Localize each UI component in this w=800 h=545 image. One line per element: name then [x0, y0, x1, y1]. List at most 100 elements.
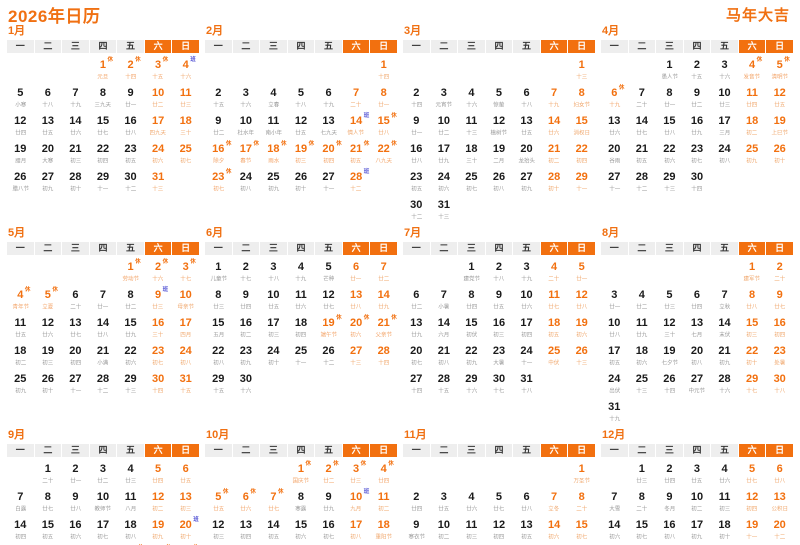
day-cell[interactable]: 5 廿四: [144, 458, 172, 487]
day-cell[interactable]: 10 初二: [430, 514, 458, 542]
day-cell[interactable]: 14 廿九: [370, 284, 398, 312]
day-cell[interactable]: 7 白露: [7, 486, 35, 514]
day-cell[interactable]: 30 十六: [232, 368, 260, 396]
day-cell[interactable]: 13 七九天: [315, 110, 343, 138]
day-cell[interactable]: 4 十九: [287, 256, 315, 285]
day-cell[interactable]: 20 初七: [403, 340, 431, 368]
day-cell[interactable]: 22 初四: [89, 138, 117, 166]
day-cell[interactable]: 2 十八: [485, 256, 513, 285]
day-cell[interactable]: 5 廿一: [568, 256, 596, 285]
day-cell[interactable]: 24 初十: [260, 340, 288, 368]
day-cell[interactable]: 13 廿五: [34, 110, 62, 138]
day-cell[interactable]: 5 休清明节: [766, 54, 794, 83]
day-cell[interactable]: 14 廿六: [62, 110, 90, 138]
day-cell[interactable]: 25 十三: [628, 368, 656, 396]
day-cell[interactable]: 12 廿七: [315, 284, 343, 312]
day-cell[interactable]: 14 班情人节: [342, 110, 370, 138]
day-cell[interactable]: 16 休除夕: [205, 138, 233, 166]
day-cell[interactable]: 3 廿二: [89, 458, 117, 487]
day-cell[interactable]: 11 十三: [458, 110, 486, 138]
day-cell[interactable]: 2 廿四: [656, 458, 684, 487]
day-cell[interactable]: 22 初八: [205, 340, 233, 368]
day-cell[interactable]: 3 十六: [232, 82, 260, 110]
day-cell[interactable]: 4 休发音节: [738, 54, 766, 83]
day-cell[interactable]: 13 廿九: [403, 312, 431, 340]
day-cell[interactable]: 20 初八: [683, 340, 711, 368]
day-cell[interactable]: 8 三九天: [89, 82, 117, 110]
day-cell[interactable]: 19 初三: [34, 340, 62, 368]
day-cell[interactable]: 25 十一: [287, 340, 315, 368]
day-cell[interactable]: 12 廿五: [287, 110, 315, 138]
day-cell[interactable]: 7 大雪: [601, 486, 629, 514]
day-cell[interactable]: 1 十三: [568, 54, 596, 83]
day-cell[interactable]: 11 廿四: [738, 82, 766, 110]
day-cell[interactable]: 26 十二: [315, 340, 343, 368]
day-cell[interactable]: 27 初九: [34, 166, 62, 194]
day-cell[interactable]: 9 冬月: [656, 486, 684, 514]
day-cell[interactable]: 1 建军节: [738, 256, 766, 285]
day-cell[interactable]: 26 初八: [485, 166, 513, 194]
day-cell[interactable]: 7 休廿七: [260, 486, 288, 514]
day-cell[interactable]: 10 廿二: [430, 110, 458, 138]
day-cell[interactable]: 19 初六: [568, 312, 596, 340]
day-cell[interactable]: 27 十一: [315, 166, 343, 194]
day-cell[interactable]: 18 三十: [172, 110, 200, 138]
day-cell[interactable]: 28 十二: [89, 368, 117, 396]
day-cell[interactable]: 14 廿七: [628, 110, 656, 138]
day-cell[interactable]: 9 廿四: [232, 284, 260, 312]
day-cell[interactable]: 22 初六: [117, 340, 145, 368]
day-cell[interactable]: 9 廿二: [205, 110, 233, 138]
day-cell[interactable]: 1 休元旦: [89, 54, 117, 83]
day-cell[interactable]: 16 初四: [766, 312, 794, 340]
day-cell[interactable]: 11 廿九: [628, 312, 656, 340]
day-cell[interactable]: 22 初四: [568, 138, 596, 166]
day-cell[interactable]: 24 出伏: [601, 368, 629, 396]
day-cell[interactable]: 31 十三: [144, 166, 172, 194]
day-cell[interactable]: 8 廿一: [656, 82, 684, 110]
day-cell[interactable]: 4 班十六: [172, 54, 200, 83]
day-cell[interactable]: 21 休父亲节: [370, 312, 398, 340]
day-cell[interactable]: 27 中元节: [683, 368, 711, 396]
day-cell[interactable]: 27 十四: [403, 368, 431, 396]
day-cell[interactable]: 19 二月: [485, 138, 513, 166]
day-cell[interactable]: 10 廿二: [144, 82, 172, 110]
day-cell[interactable]: 27 十一: [62, 368, 90, 396]
day-cell[interactable]: 21 初三: [62, 138, 90, 166]
day-cell[interactable]: 3 元宵节: [430, 82, 458, 110]
day-cell[interactable]: 20 龙抬头: [513, 138, 541, 166]
day-cell[interactable]: 9 廿二: [683, 82, 711, 110]
day-cell[interactable]: 24 初八: [172, 340, 200, 368]
day-cell[interactable]: 28 初十: [540, 166, 568, 194]
day-cell[interactable]: 17 初五: [601, 340, 629, 368]
day-cell[interactable]: 11 初三: [711, 486, 739, 514]
day-cell[interactable]: 30 十四: [144, 368, 172, 396]
day-cell[interactable]: 2 十七: [232, 256, 260, 285]
day-cell[interactable]: 27 十一: [601, 166, 629, 194]
day-cell[interactable]: 25 初九: [738, 138, 766, 166]
day-cell[interactable]: 5 休廿五: [205, 486, 233, 514]
day-cell[interactable]: 26 初十: [766, 138, 794, 166]
day-cell[interactable]: 20 休初六: [342, 312, 370, 340]
day-cell[interactable]: 16 初七: [315, 514, 343, 542]
day-cell[interactable]: 18 初五: [540, 312, 568, 340]
day-cell[interactable]: 4 休廿四: [370, 458, 398, 487]
day-cell[interactable]: 12 三十: [656, 312, 684, 340]
day-cell[interactable]: 8 廿二: [117, 284, 145, 312]
day-cell[interactable]: 15 初五: [34, 514, 62, 542]
day-cell[interactable]: 11 初二: [370, 486, 398, 514]
day-cell[interactable]: 19 休端午节: [315, 312, 343, 340]
day-cell[interactable]: 21 初二: [540, 138, 568, 166]
day-cell[interactable]: 29 十三: [656, 166, 684, 194]
day-cell[interactable]: 22 初十: [738, 340, 766, 368]
day-cell[interactable]: 1 休劳动节: [117, 256, 145, 285]
day-cell[interactable]: 16 三十: [144, 312, 172, 340]
day-cell[interactable]: 20 十二: [766, 514, 794, 542]
day-cell[interactable]: 6 十八: [513, 82, 541, 110]
day-cell[interactable]: 14 初六: [540, 514, 568, 542]
day-cell[interactable]: 13 廿七: [62, 312, 90, 340]
day-cell[interactable]: 1 儿童节: [205, 256, 233, 285]
day-cell[interactable]: 9 廿五: [485, 284, 513, 312]
day-cell[interactable]: 10 教师节: [89, 486, 117, 514]
day-cell[interactable]: 13 公积日: [766, 486, 794, 514]
day-cell[interactable]: 15 初六: [287, 514, 315, 542]
